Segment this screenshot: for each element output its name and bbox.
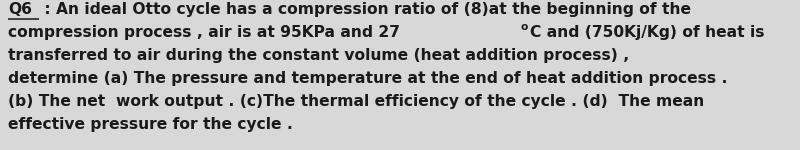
Text: C and (750Kj/Kg) of heat is: C and (750Kj/Kg) of heat is xyxy=(530,25,765,40)
Text: effective pressure for the cycle .: effective pressure for the cycle . xyxy=(8,117,293,132)
Text: transferred to air during the constant volume (heat addition process) ,: transferred to air during the constant v… xyxy=(8,48,630,63)
Text: o: o xyxy=(521,22,528,32)
Text: Q6: Q6 xyxy=(8,2,32,17)
Text: : An ideal Otto cycle has a compression ratio of (8)at the beginning of the: : An ideal Otto cycle has a compression … xyxy=(39,2,691,17)
Text: (b) The net  work output . (c)The thermal efficiency of the cycle . (d)  The mea: (b) The net work output . (c)The thermal… xyxy=(8,94,704,109)
Text: determine (a) The pressure and temperature at the end of heat addition process .: determine (a) The pressure and temperatu… xyxy=(8,71,727,86)
Text: compression process , air is at 95KPa and 27: compression process , air is at 95KPa an… xyxy=(8,25,406,40)
